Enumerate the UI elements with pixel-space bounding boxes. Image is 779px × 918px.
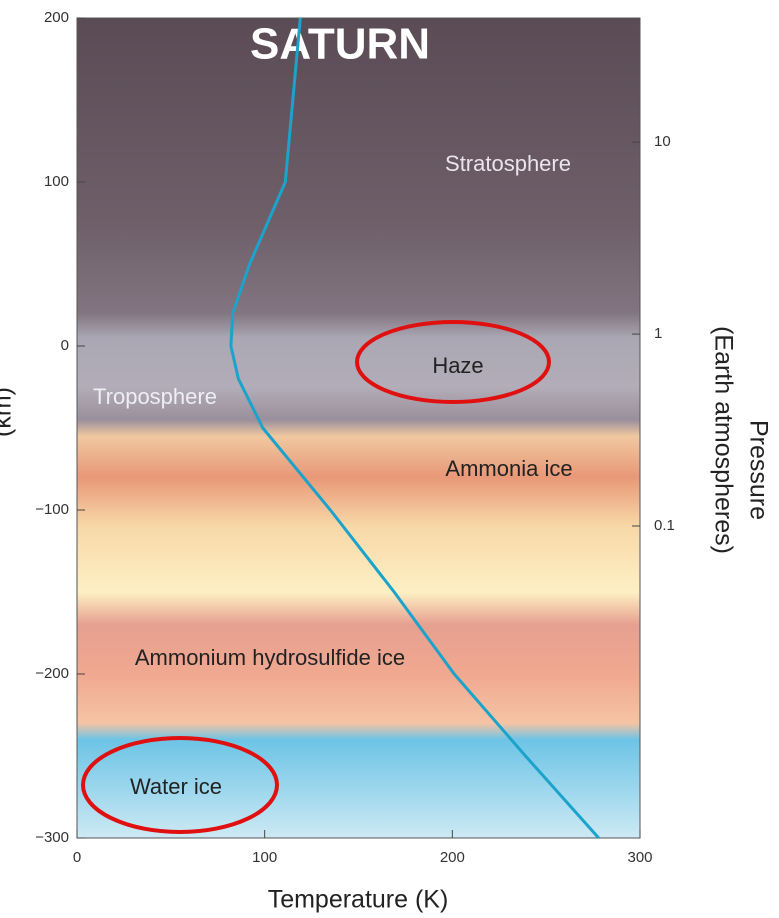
annotation: Ammonium hydrosulfide ice [135,645,405,670]
annotation: Ammonia ice [445,456,572,481]
x-axis-label: Temperature (K) [268,886,449,914]
y-tick-label: −100 [35,501,69,518]
annotation: Troposphere [93,384,217,409]
y-tick-label: 200 [44,9,69,26]
chart-title: SATURN [250,20,430,69]
annotation: Water ice [130,774,222,799]
plot-background [77,18,640,838]
x-tick-label: 200 [440,849,465,866]
y2-tick-label: 0.1 [654,517,675,534]
y2-axis-label: Pressure [744,420,772,520]
x-tick-label: 100 [252,849,277,866]
plot-frame [76,17,641,839]
y2-axis-label: (Earth atmospheres) [709,326,737,554]
x-tick-label: 300 [627,849,652,866]
y-tick-label: −200 [35,665,69,682]
annotation: Haze [432,353,483,378]
y-tick-label: −300 [35,829,69,846]
y-tick-label: 100 [44,173,69,190]
highlight-ellipse [81,736,279,834]
temperature-profile [229,17,600,839]
y-axis-label: (km) [0,387,17,437]
y2-tick-label: 10 [654,133,671,150]
x-tick-label: 0 [73,849,81,866]
y2-tick-label: 1 [654,325,662,342]
annotation: Stratosphere [445,151,571,176]
y-tick-label: 0 [61,337,69,354]
highlight-ellipse [355,320,551,404]
